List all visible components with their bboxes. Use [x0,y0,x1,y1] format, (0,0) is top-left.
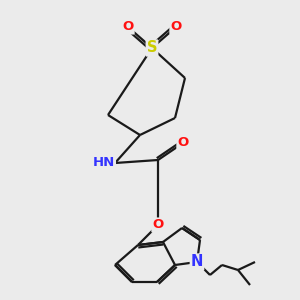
Text: O: O [122,20,134,34]
Text: S: S [147,40,157,56]
Text: HN: HN [93,157,115,169]
Text: O: O [152,218,164,232]
Text: O: O [177,136,189,149]
Text: N: N [191,254,203,269]
Text: O: O [170,20,182,34]
